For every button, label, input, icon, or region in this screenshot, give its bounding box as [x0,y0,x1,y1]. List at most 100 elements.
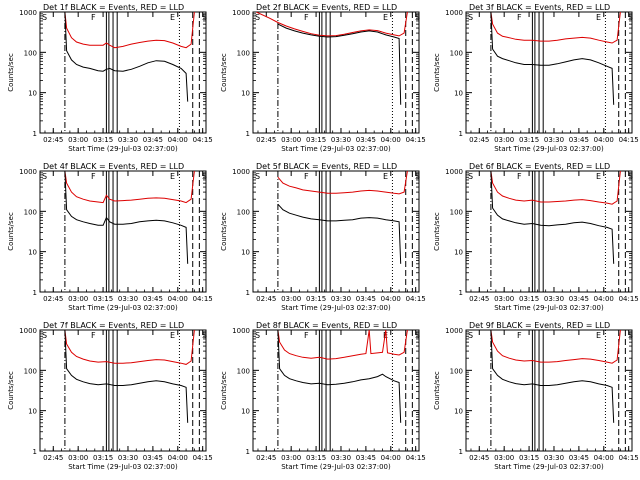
y-axis-label: Counts/sec [7,53,15,92]
y-tick-label: 100 [237,367,250,375]
y-tick-label: 10 [28,408,37,416]
x-tick-label: 02:45 [469,136,489,144]
x-tick-label: 03:45 [143,295,163,303]
panel-7: Det 7f BLACK = Events, RED = LLD 1 10 100 10… [7,321,213,471]
x-tick-label: 03:30 [544,454,564,462]
series-line-lld [490,330,621,364]
x-tick-label: 04:15 [193,295,213,303]
panel-title: Det 6f BLACK = Events, RED = LLD [469,162,610,171]
x-tick-label: 04:00 [381,295,401,303]
x-tick-label: 03:00 [494,295,514,303]
series-line-lld [64,330,195,365]
y-axis-label: Counts/sec [220,53,228,92]
x-tick-label: 03:00 [281,454,301,462]
y-tick-label: 1 [246,289,250,297]
flag-label: E [596,172,601,181]
flag-label: E [170,13,175,22]
panel-title: Det 5f BLACK = Events, RED = LLD [256,162,397,171]
y-tick-label: 1000 [19,327,37,335]
flag-label: F [517,331,522,340]
panel-6: Det 6f BLACK = Events, RED = LLD 1 10 100 10… [433,162,639,312]
flag-label: S [628,172,633,181]
flag-label: E [170,172,175,181]
series-line-events [277,203,402,264]
flag-label: S [255,331,260,340]
x-axis-label: Start Time (29-Jul-03 02:37:00) [281,304,391,312]
x-tick-label: 04:15 [619,454,639,462]
y-tick-label: 10 [454,408,463,416]
flag-label: S [628,331,633,340]
x-tick-label: 04:15 [406,295,426,303]
series-line-events [490,171,615,264]
y-tick-label: 1 [459,448,463,456]
y-tick-label: 1 [459,130,463,138]
x-tick-label: 02:45 [256,454,276,462]
series-line-events [490,330,615,423]
x-axis-label: Start Time (29-Jul-03 02:37:00) [494,463,604,471]
y-tick-label: 1 [246,130,250,138]
x-tick-label: 03:15 [306,136,326,144]
x-tick-label: 04:00 [168,295,188,303]
flag-label: S [42,331,47,340]
y-tick-label: 1000 [232,168,250,176]
flag-label: E [170,331,175,340]
flag-label: E [383,172,388,181]
panel-4: Det 4f BLACK = Events, RED = LLD 1 10 100 10… [7,162,213,312]
flag-label: S [255,172,260,181]
x-axis-label: Start Time (29-Jul-03 02:37:00) [494,304,604,312]
y-tick-label: 100 [450,367,463,375]
x-tick-label: 03:45 [143,136,163,144]
panel-title: Det 3f BLACK = Events, RED = LLD [469,3,610,12]
y-tick-label: 100 [450,49,463,57]
x-tick-label: 02:45 [469,295,489,303]
flag-label: S [468,13,473,22]
y-tick-label: 1 [33,448,37,456]
panel-2: Det 2f BLACK = Events, RED = LLD 1 10 100 10… [220,3,426,153]
panel-5: Det 5f BLACK = Events, RED = LLD 1 10 100 10… [220,162,426,312]
y-tick-label: 100 [450,208,463,216]
flag-label: S [468,331,473,340]
y-tick-label: 10 [454,90,463,98]
x-tick-label: 03:45 [569,454,589,462]
x-tick-label: 04:15 [619,295,639,303]
y-tick-label: 10 [241,90,250,98]
x-tick-label: 03:15 [93,454,113,462]
y-tick-label: 100 [24,208,37,216]
y-axis-label: Counts/sec [220,371,228,410]
x-tick-label: 04:00 [168,454,188,462]
plot-frame [39,11,207,134]
x-tick-label: 03:30 [331,295,351,303]
series-line-lld [490,12,621,44]
x-axis-label: Start Time (29-Jul-03 02:37:00) [281,463,391,471]
flag-label: S [415,331,420,340]
flag-label: S [202,172,207,181]
series-line-lld [277,171,408,195]
series-line-lld [64,171,195,204]
x-tick-label: 03:00 [68,136,88,144]
panel-1: Det 1f BLACK = Events, RED = LLD 1 10 100 10… [7,3,213,153]
panel-title: Det 7f BLACK = Events, RED = LLD [43,321,184,330]
series-line-events [64,330,189,423]
x-tick-label: 03:45 [143,454,163,462]
plot-frame [39,170,207,293]
flag-label: F [304,331,309,340]
x-tick-label: 04:15 [406,136,426,144]
x-tick-label: 04:00 [594,295,614,303]
panel-title: Det 4f BLACK = Events, RED = LLD [43,162,184,171]
x-tick-label: 03:15 [306,295,326,303]
x-tick-label: 02:45 [256,136,276,144]
y-tick-label: 1000 [232,327,250,335]
y-axis-label: Counts/sec [433,53,441,92]
panel-title: Det 2f BLACK = Events, RED = LLD [256,3,397,12]
x-tick-label: 03:45 [356,136,376,144]
y-tick-label: 100 [24,49,37,57]
flag-label: E [596,331,601,340]
x-tick-label: 03:15 [93,295,113,303]
y-tick-label: 1000 [19,9,37,17]
y-axis-label: Counts/sec [7,371,15,410]
series-line-events [64,12,189,102]
panel-3: Det 3f BLACK = Events, RED = LLD 1 10 100 10… [433,3,639,153]
plot-frame [252,170,420,293]
x-tick-label: 04:15 [406,454,426,462]
